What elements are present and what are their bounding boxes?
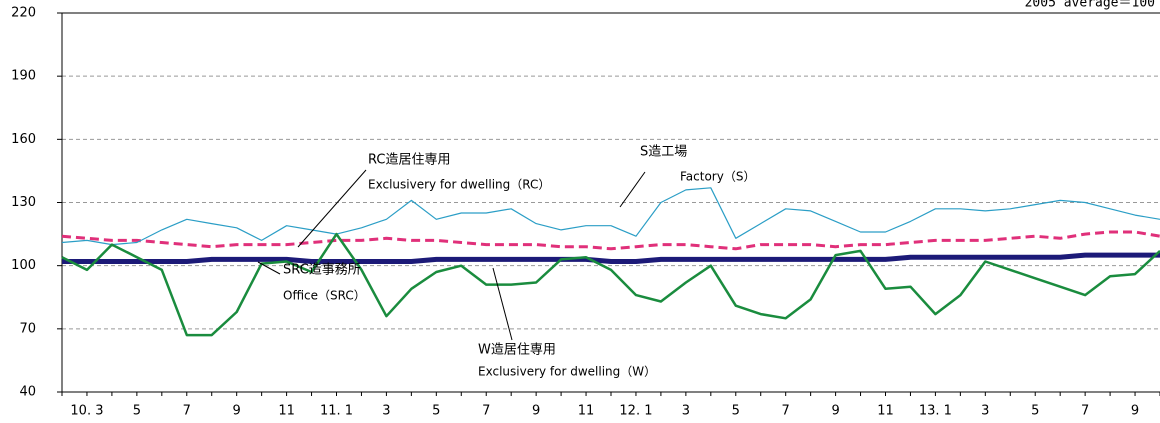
chart-note: 2005 average＝100 xyxy=(1025,0,1155,11)
y-tick-label: 70 xyxy=(19,321,36,336)
series-line xyxy=(62,252,1160,264)
x-tick-label: 12. 1 xyxy=(619,404,652,419)
y-tick-label: 220 xyxy=(11,6,36,21)
x-tick-label: 5 xyxy=(432,404,440,419)
leader-line xyxy=(492,267,513,341)
y-tick-label: 190 xyxy=(11,69,36,84)
x-tick-label: 7 xyxy=(482,404,490,419)
x-tick-label: 5 xyxy=(732,404,740,419)
x-tick-label: 9 xyxy=(831,404,839,419)
x-tick-label: 13. 1 xyxy=(919,404,952,419)
x-tick-label: 7 xyxy=(1081,404,1089,419)
series-label: S造工場 xyxy=(640,145,687,160)
y-tick-label: 130 xyxy=(11,195,36,210)
leader-line xyxy=(297,169,367,248)
x-tick-label: 5 xyxy=(1031,404,1039,419)
x-tick-label: 9 xyxy=(532,404,540,419)
x-tick-label: 5 xyxy=(133,404,141,419)
series-label: SRC造事務所 xyxy=(283,263,361,278)
leader-line xyxy=(257,261,281,275)
series-line xyxy=(61,232,1160,337)
series-label: W造居住専用 xyxy=(478,343,556,358)
x-tick-label: 7 xyxy=(183,404,191,419)
series-label-en: Exclusivery for dwelling（RC） xyxy=(368,178,550,192)
series-line xyxy=(61,230,1160,251)
y-tick-label: 40 xyxy=(19,385,36,400)
series-line xyxy=(61,187,1160,246)
leader-line xyxy=(619,171,646,208)
x-tick-label: 11 xyxy=(578,404,595,419)
x-tick-label: 3 xyxy=(682,404,690,419)
series-label-en: Office（SRC） xyxy=(283,289,366,303)
x-tick-label: 11. 1 xyxy=(320,404,353,419)
x-tick-label: 10. 3 xyxy=(70,404,103,419)
y-tick-label: 100 xyxy=(11,258,36,273)
x-tick-label: 9 xyxy=(1131,404,1139,419)
y-tick-label: 160 xyxy=(11,132,36,147)
x-tick-label: 11 xyxy=(278,404,295,419)
x-tick-label: 7 xyxy=(782,404,790,419)
x-tick-label: 3 xyxy=(382,404,390,419)
x-tick-label: 3 xyxy=(981,404,989,419)
series-label: RC造居住専用 xyxy=(368,153,450,168)
series-label-en: Factory（S） xyxy=(680,170,755,184)
x-tick-label: 9 xyxy=(233,404,241,419)
series-label-en: Exclusivery for dwelling（W） xyxy=(478,365,656,379)
x-tick-label: 11 xyxy=(877,404,894,419)
